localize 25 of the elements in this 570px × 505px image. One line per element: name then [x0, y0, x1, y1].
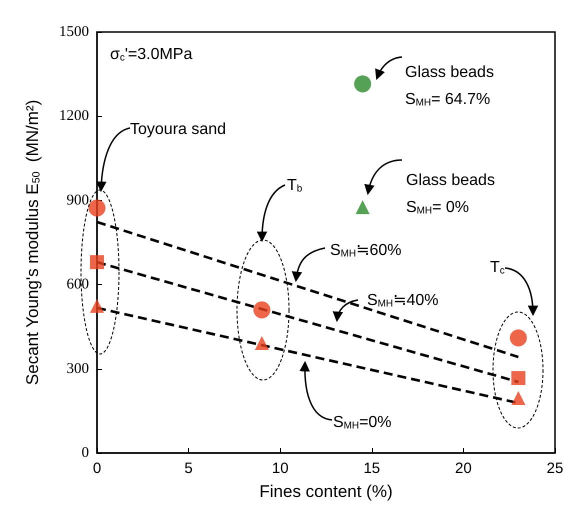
- y-tick-label: 300: [66, 360, 89, 377]
- x-tick-label: 20: [455, 460, 472, 477]
- point: [356, 200, 370, 214]
- x-tick-label: 25: [546, 460, 564, 477]
- point: [90, 298, 104, 313]
- point: [90, 255, 104, 270]
- x-tick-label: 10: [272, 460, 289, 477]
- point: [510, 329, 527, 346]
- x-tick-label: 15: [363, 460, 380, 477]
- y-tick-label: 600: [66, 276, 89, 293]
- x-tick-label: 0: [92, 460, 102, 477]
- x-axis-title: Fines content (%): [259, 482, 393, 501]
- annotation: Toyoura sand: [130, 120, 226, 138]
- point: [511, 371, 526, 386]
- point: [511, 390, 526, 405]
- y-tick-label: 1200: [59, 108, 89, 124]
- y-axis-title: Secant Young's modulus E50 (MN/m²): [23, 100, 42, 386]
- point: [354, 75, 372, 92]
- y-tick-label: 1500: [59, 24, 89, 40]
- point: [88, 199, 106, 216]
- y-tick-label: 0: [82, 445, 89, 461]
- point: [253, 301, 270, 318]
- y-tick-label: 900: [66, 192, 89, 208]
- point: [254, 336, 269, 350]
- x-tick-label: 5: [184, 460, 193, 477]
